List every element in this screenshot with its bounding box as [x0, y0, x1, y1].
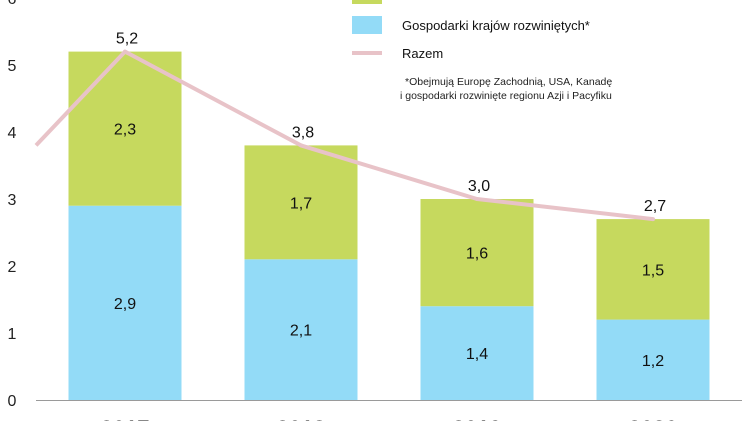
- total-line-point: [299, 143, 303, 148]
- bar-segment: [596, 219, 710, 320]
- total-line-point: [123, 49, 127, 54]
- legend-swatch-series-1: [352, 16, 382, 34]
- bar-value-label: 2,9: [114, 296, 136, 313]
- bar-segment: [596, 319, 710, 400]
- y-tick-label: 0: [8, 393, 17, 410]
- total-line-point: [475, 197, 479, 201]
- y-axis: 0 1 2 3 4 5 6: [8, 0, 17, 410]
- y-tick-label: 3: [8, 192, 17, 209]
- legend-swatch-series-2: [352, 0, 382, 4]
- bar-value-label: 1,7: [290, 195, 312, 212]
- total-value-label: 2,7: [644, 198, 666, 215]
- total-line-point: [651, 217, 655, 222]
- x-category-label: 2017: [101, 416, 150, 421]
- bar-value-label: 2,3: [114, 122, 136, 139]
- y-tick-label: 4: [8, 125, 17, 142]
- data-labels: 2,9 2,3 2,1 1,7 1,4 1,6 1,2 1,5 5,2 3,8 3,0 2,7: [114, 31, 666, 370]
- bars: [68, 51, 710, 400]
- bar-segment: [244, 259, 358, 400]
- legend-label-series-1: Gospodarki krajów rozwiniętych*: [402, 18, 590, 33]
- bar-value-label: 2,1: [290, 323, 312, 340]
- bar-segment: [68, 205, 182, 400]
- legend-label-line: Razem: [402, 46, 443, 61]
- total-value-label: 5,2: [116, 31, 138, 48]
- legend-footnote-line-2: i gospodarki rozwinięte regionu Azji i P…: [400, 90, 612, 102]
- bar-value-label: 1,6: [466, 246, 488, 263]
- legend-footnote-line-1: *Obejmują Europę Zachodnią, USA, Kanadę: [405, 76, 612, 88]
- bar-segment: [68, 51, 182, 206]
- total-value-label: 3,0: [468, 178, 490, 195]
- bar-value-label: 1,4: [466, 346, 488, 363]
- legend: Gospodarki krajów rozwiniętych* Razem *O…: [352, 0, 612, 102]
- total-line-series: [34, 49, 655, 222]
- x-category-label: 2020: [629, 416, 678, 421]
- x-axis: 2017 2018 2019 2020: [36, 400, 742, 421]
- bar-segment: [244, 145, 358, 260]
- y-tick-label: 1: [8, 326, 17, 343]
- x-category-label: 2018: [277, 416, 326, 421]
- bar-segment: [420, 306, 534, 400]
- y-tick-label: 2: [8, 259, 17, 276]
- bar-segment: [420, 199, 534, 307]
- bar-value-label: 1,2: [642, 353, 664, 370]
- bar-value-label: 1,5: [642, 262, 664, 279]
- x-category-label: 2019: [453, 416, 502, 421]
- y-tick-label: 5: [8, 58, 17, 75]
- total-value-label: 3,8: [292, 124, 314, 141]
- y-tick-label: 6: [8, 0, 17, 8]
